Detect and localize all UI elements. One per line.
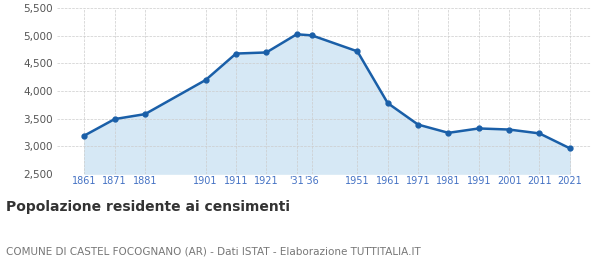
Text: COMUNE DI CASTEL FOCOGNANO (AR) - Dati ISTAT - Elaborazione TUTTITALIA.IT: COMUNE DI CASTEL FOCOGNANO (AR) - Dati I… <box>6 246 421 256</box>
Text: Popolazione residente ai censimenti: Popolazione residente ai censimenti <box>6 200 290 214</box>
